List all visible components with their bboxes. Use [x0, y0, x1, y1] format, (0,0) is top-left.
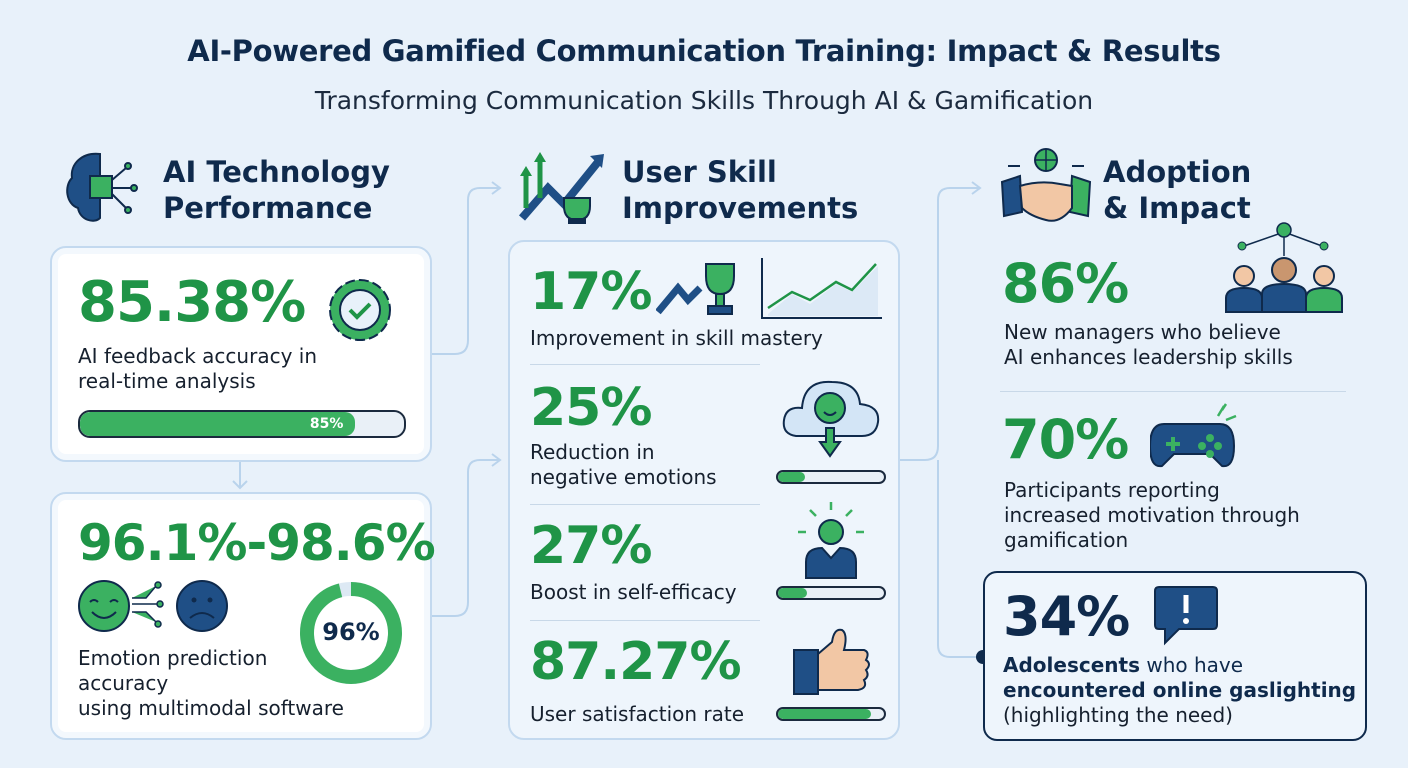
stat-description: Reduction in negative emotions	[530, 440, 717, 489]
satisfaction-progress-bar	[776, 707, 886, 721]
stat-description: User satisfaction rate	[530, 702, 745, 726]
growth-trophy-icon	[518, 152, 604, 224]
stat-value: 27%	[530, 516, 652, 576]
self-efficacy-progress-bar	[776, 586, 886, 600]
cloud-smile-icon	[782, 380, 880, 458]
progress-fill	[778, 588, 807, 598]
stat-description: New managers who believe AI enhances lea…	[1004, 320, 1293, 369]
stat-description: Participants reporting increased motivat…	[1004, 478, 1300, 552]
accuracy-progress-bar: 85%	[78, 410, 406, 438]
ring-label: 96%	[322, 618, 380, 646]
page-subtitle: Transforming Communication Skills Throug…	[314, 86, 1094, 115]
stat-description: Boost in self-efficacy	[530, 580, 737, 604]
gaslighting-stat-box: 34% Adolescents who have encountered onl…	[983, 571, 1367, 741]
stat-description: Emotion prediction accuracy using multim…	[78, 646, 344, 720]
ai-feedback-card: 85.38% AI feedback accuracy in real-time…	[50, 246, 432, 462]
team-network-icon	[1225, 222, 1343, 313]
thumbs-up-icon	[793, 628, 870, 695]
line-chart-icon	[761, 258, 882, 319]
stat-value: 70%	[1002, 408, 1129, 471]
col2-heading: User Skill Improvements	[622, 155, 859, 225]
ring-fill	[300, 582, 402, 684]
brain-circuit-icon	[66, 152, 138, 222]
progress-fill	[778, 709, 871, 719]
stat-value: 96.1%-98.6%	[78, 514, 436, 572]
emotion-faces-icon	[78, 580, 228, 632]
alert-speech-icon	[1154, 586, 1218, 646]
stat-description: AI feedback accuracy in real-time analys…	[78, 344, 317, 393]
progress-fill: 85%	[80, 412, 356, 436]
trophy-chart-icon	[656, 263, 735, 315]
emotion-prediction-card: 96.1%-98.6% 96% Emotion prediction accur…	[50, 492, 436, 740]
stat-value: 25%	[530, 378, 652, 438]
stat-value: 34%	[1003, 585, 1130, 648]
stat-description: Improvement in skill mastery	[530, 326, 823, 350]
stat-value: 86%	[1002, 252, 1129, 315]
stat-value: 17%	[530, 262, 652, 322]
col3-heading: Adoption & Impact	[1103, 155, 1252, 225]
person-idea-icon	[798, 502, 864, 579]
gamepad-icon	[1150, 403, 1237, 468]
reduction-progress-bar	[776, 470, 886, 484]
page-title: AI-Powered Gamified Communication Traini…	[187, 34, 1221, 68]
stat-description: Adolescents who have encountered online …	[1003, 653, 1357, 727]
stat-value: 85.38%	[78, 270, 306, 335]
col1-heading: AI Technology Performance	[163, 155, 390, 225]
skill-improvements-panel: 17% Improvement in skill mastery 25% Red…	[508, 240, 900, 740]
handshake-globe-icon	[1000, 148, 1092, 222]
accuracy-ring-chart	[300, 582, 402, 684]
gear-check-icon	[329, 279, 391, 341]
stat-value: 87.27%	[530, 632, 742, 692]
progress-fill	[778, 472, 805, 482]
